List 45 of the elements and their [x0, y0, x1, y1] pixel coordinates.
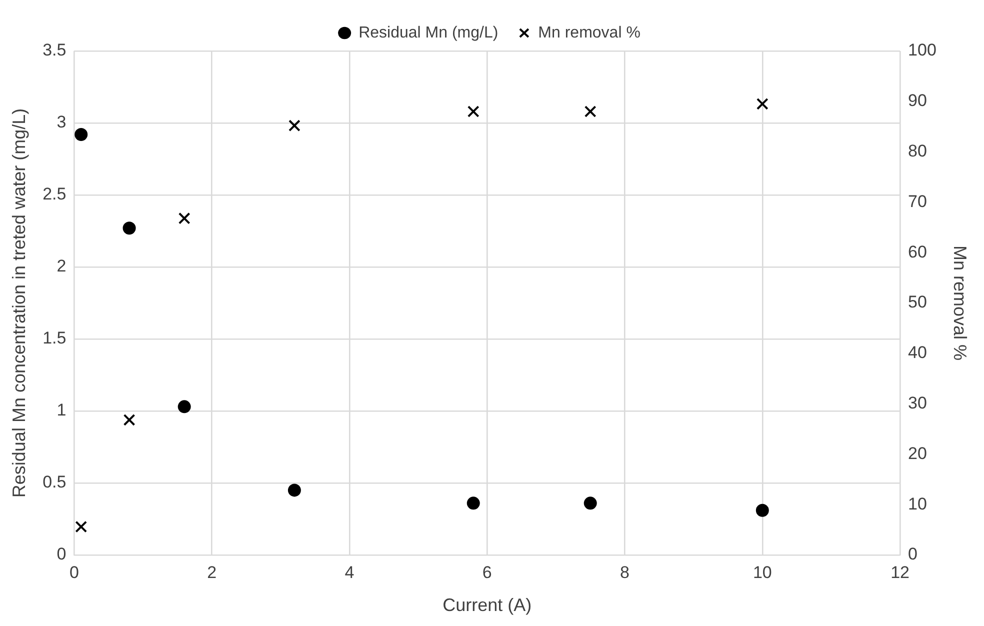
- point: [584, 496, 597, 510]
- x-tick-label: 4: [344, 562, 354, 582]
- y-tick-label: 2.5: [42, 184, 66, 204]
- point: [584, 106, 596, 118]
- point: [122, 222, 136, 235]
- y2-axis-title: Mn removal %: [950, 245, 970, 361]
- point: [75, 520, 88, 533]
- point: [756, 504, 769, 517]
- y2-tick-label: 40: [908, 343, 927, 362]
- y2-tick-label: 70: [908, 192, 927, 211]
- x-tick-label: 8: [620, 562, 630, 582]
- point: [178, 212, 190, 224]
- y2-tick-label: 20: [908, 444, 927, 463]
- y-tick-label: 1: [56, 400, 66, 420]
- y-tick-label: 2: [56, 256, 66, 276]
- point: [288, 484, 301, 497]
- point: [756, 98, 768, 110]
- y2-tick-label: 60: [908, 242, 927, 262]
- x-tick-label: 6: [482, 562, 492, 582]
- y-axis-title: Residual Mn concentration in treted water (mg/L): [8, 108, 29, 498]
- x-axis-title: Current (A): [442, 595, 532, 616]
- x-tick-label: 0: [70, 562, 79, 582]
- y2-tick-label: 50: [908, 292, 927, 312]
- point: [288, 120, 300, 132]
- x-tick-label: 12: [890, 562, 910, 582]
- y2-tick-label: 90: [908, 91, 927, 110]
- point: [178, 400, 191, 414]
- legend-label: Residual Mn (mg/L): [358, 24, 498, 42]
- y2-tick-label: 80: [908, 141, 927, 160]
- point: [74, 128, 88, 142]
- point: [466, 496, 480, 510]
- y2-tick-label: 10: [908, 494, 927, 514]
- y-tick-label: 0.5: [42, 472, 66, 492]
- x-tick-label: 2: [207, 562, 217, 582]
- y-tick-label: 3: [56, 112, 66, 132]
- x-tick-label: 10: [752, 562, 772, 582]
- point: [467, 106, 480, 118]
- y-tick-label: 0: [56, 544, 66, 564]
- y-tick-label: 1.5: [42, 328, 66, 348]
- y2-tick-label: 100: [908, 40, 936, 60]
- point: [123, 414, 136, 426]
- y2-tick-label: 0: [908, 544, 918, 564]
- legend-label: Mn removal %: [538, 24, 640, 42]
- y-tick-label: 3.5: [42, 40, 66, 60]
- y2-tick-label: 30: [908, 393, 927, 412]
